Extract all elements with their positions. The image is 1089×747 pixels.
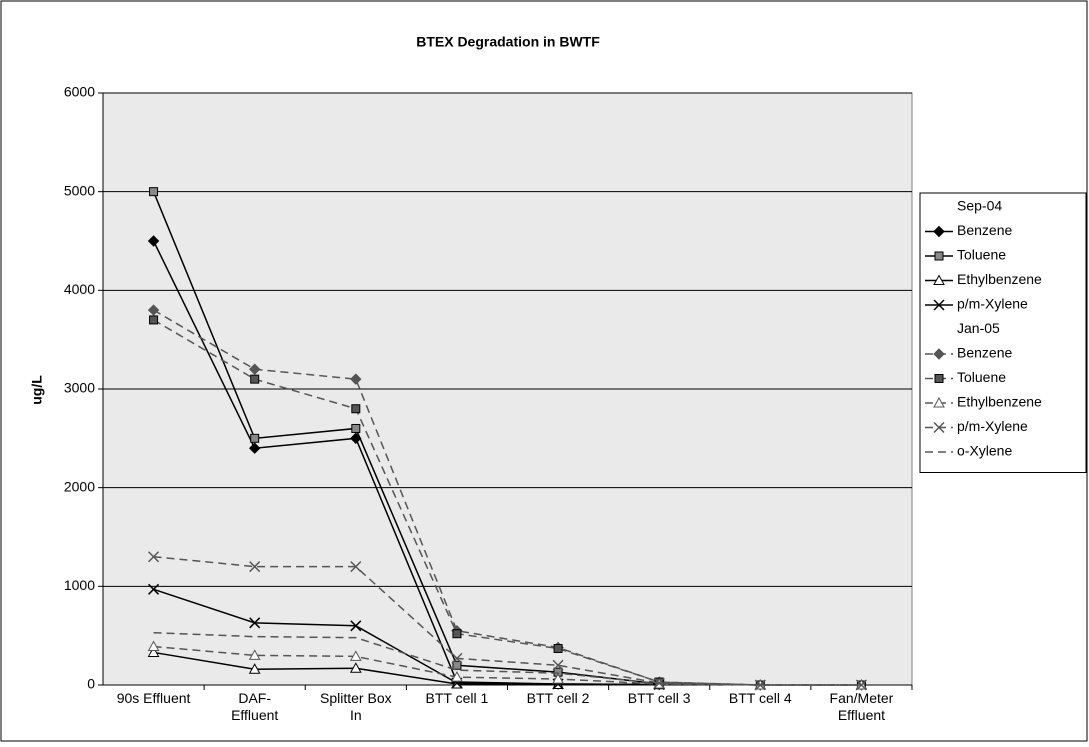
marker (149, 315, 159, 325)
marker (248, 649, 261, 660)
x-tick-label: Splitter Box In (320, 690, 392, 723)
x-tick-label: 90s Effluent (117, 690, 191, 706)
legend-marker (933, 274, 945, 285)
marker (452, 660, 462, 670)
marker (250, 374, 260, 384)
series-line (153, 555, 862, 686)
marker (147, 235, 160, 247)
marker (249, 617, 261, 629)
marker (250, 433, 260, 443)
series-line (153, 588, 660, 686)
legend-group-title: Jan-05 (957, 320, 1000, 336)
marker (249, 561, 261, 573)
legend-marker (933, 225, 945, 238)
y-tick-label: 4000 (64, 281, 95, 297)
legend-label: Ethylbenzene (957, 394, 1042, 410)
legend-label: Benzene (957, 345, 1012, 361)
y-tick-label: 2000 (64, 478, 95, 494)
legend-marker (934, 374, 944, 383)
legend-box (919, 192, 1087, 473)
marker (350, 620, 362, 632)
marker (452, 629, 462, 639)
y-tick-label: 6000 (64, 84, 95, 100)
marker (451, 671, 463, 682)
marker (248, 663, 261, 674)
series-line (152, 191, 660, 685)
y-tick-label: 1000 (64, 577, 95, 593)
marker (552, 659, 564, 671)
series-line (153, 319, 862, 686)
y-tick-label: 3000 (64, 380, 95, 396)
legend-marker (933, 396, 945, 408)
x-tick-label: BTT cell 2 (527, 690, 590, 706)
legend-label: o-Xylene (957, 443, 1012, 459)
x-tick-label: BTT cell 3 (628, 690, 691, 706)
marker (349, 662, 362, 673)
marker (350, 561, 362, 573)
series-line (153, 631, 862, 686)
marker (147, 640, 160, 652)
marker (148, 583, 160, 595)
marker (351, 404, 361, 414)
marker (552, 673, 564, 684)
legend-label: Benzene (957, 222, 1012, 238)
y-tick-label: 5000 (64, 182, 95, 198)
marker (147, 304, 160, 316)
legend-label: Toluene (957, 247, 1006, 263)
legend-marker (934, 251, 944, 261)
marker (351, 423, 361, 433)
marker (350, 373, 362, 385)
marker (149, 187, 159, 197)
marker (148, 551, 160, 563)
legend-label: Toluene (957, 369, 1006, 385)
x-tick-label: BTT cell 4 (729, 690, 792, 706)
legend-label: p/m-Xylene (957, 296, 1028, 312)
legend-marker (933, 348, 945, 360)
legend-group-title: Sep-04 (957, 198, 1002, 214)
chart-title: BTEX Degradation in BWTF (416, 34, 600, 50)
y-tick-label: 0 (87, 676, 95, 692)
legend-marker (933, 299, 945, 311)
marker (451, 652, 463, 664)
marker (855, 679, 867, 691)
marker (349, 650, 362, 661)
marker (147, 646, 160, 657)
marker (248, 363, 261, 375)
legend-marker (933, 421, 945, 434)
marker (248, 442, 261, 454)
marker (553, 643, 563, 653)
legend-label: Ethylbenzene (957, 271, 1042, 287)
legend-label: p/m-Xylene (957, 418, 1028, 434)
x-tick-label: Fan/Meter Effluent (830, 690, 894, 723)
x-tick-label: BTT cell 1 (426, 690, 489, 706)
y-axis-label: ug/L (29, 375, 45, 405)
x-tick-label: DAF-Effluent (231, 690, 278, 723)
